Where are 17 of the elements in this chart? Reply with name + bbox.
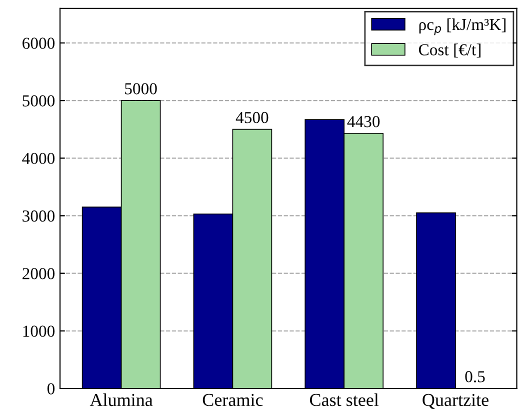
y-tick-label: 6000 xyxy=(22,38,55,49)
x-tick-label: Alumina xyxy=(90,393,153,406)
y-tick-label: 4000 xyxy=(22,152,55,164)
y-tick-label: 3000 xyxy=(22,210,55,222)
y-tick-label: 0 xyxy=(47,383,55,394)
data-label: 4500 xyxy=(236,112,268,124)
x-tick-label: Quartzite xyxy=(422,394,488,409)
legend-label: ρc$_{p}$ [kJ/m³K] xyxy=(419,18,506,36)
y-tick-label: 2000 xyxy=(22,268,55,280)
data-label: 0.5 xyxy=(465,371,485,382)
y-tick-label: 5000 xyxy=(22,95,55,106)
legend-label: Cost [€/t] xyxy=(418,44,480,58)
data-label: 4430 xyxy=(347,116,380,128)
x-tick-label: Cast steel xyxy=(310,393,379,406)
x-tick-label: Ceramic xyxy=(202,394,263,406)
y-tick-label: 1000 xyxy=(23,326,55,337)
data-label: 5000 xyxy=(125,83,157,94)
